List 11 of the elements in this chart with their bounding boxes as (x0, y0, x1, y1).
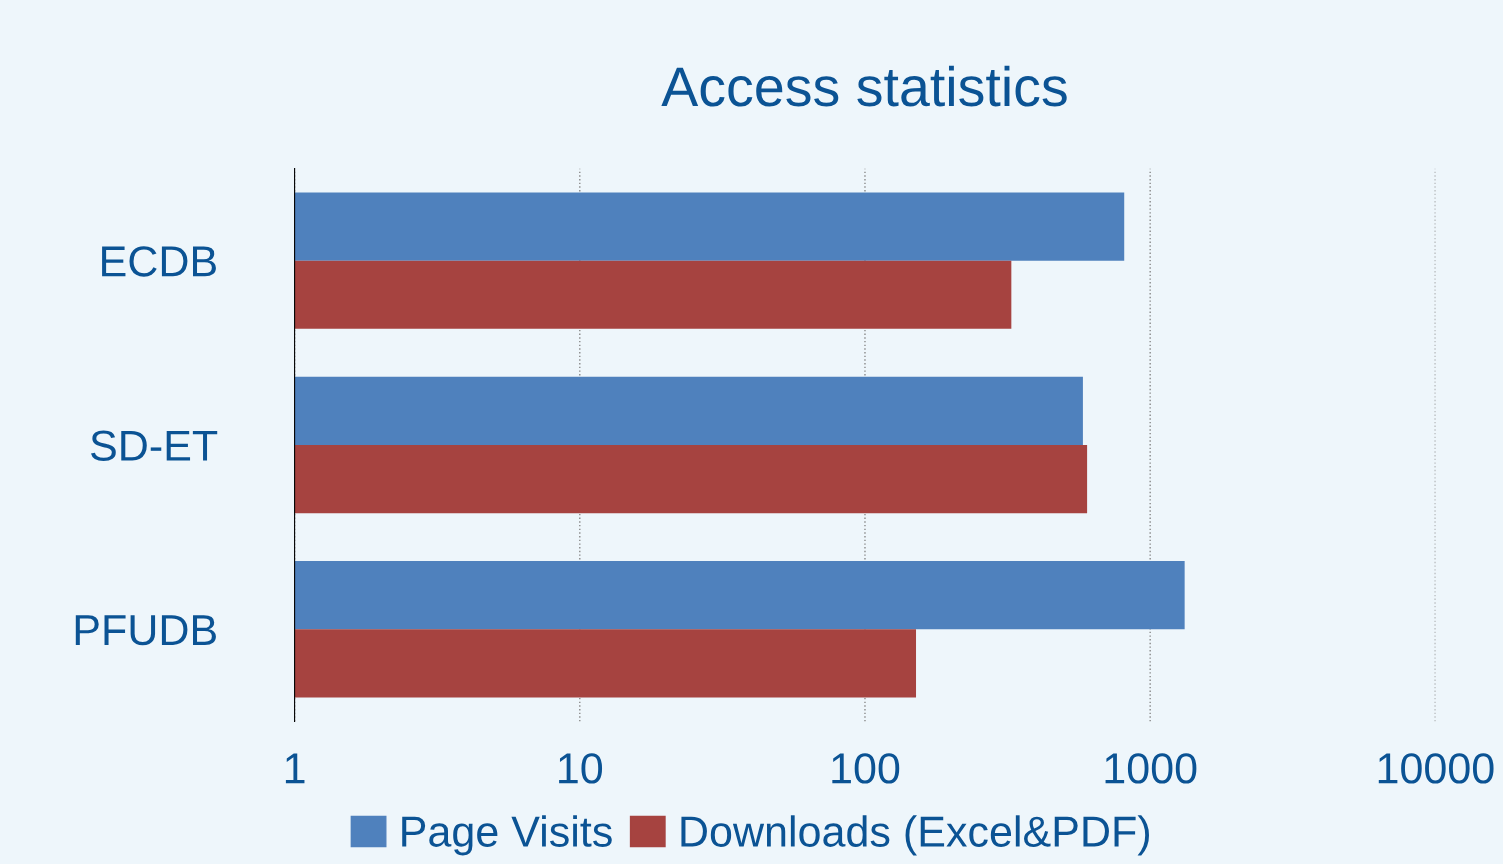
x-tick-label: 10 (559, 753, 603, 784)
legend-label: Page Visits (402, 815, 612, 856)
y-tick-label: PFUDB (75, 615, 216, 646)
x-tick-label: 1 (285, 753, 305, 784)
y-tick-label: ECDB (102, 246, 216, 277)
x-tick-label: 1000 (1105, 753, 1197, 784)
x-tick-label: 10000 (1378, 753, 1494, 784)
legend-label: Downloads (Excel&PDF) (681, 815, 1149, 856)
x-tick-label: 100 (832, 753, 900, 784)
chart-title: Access statistics (661, 65, 1067, 107)
y-tick-label: SD-ET (90, 430, 218, 461)
